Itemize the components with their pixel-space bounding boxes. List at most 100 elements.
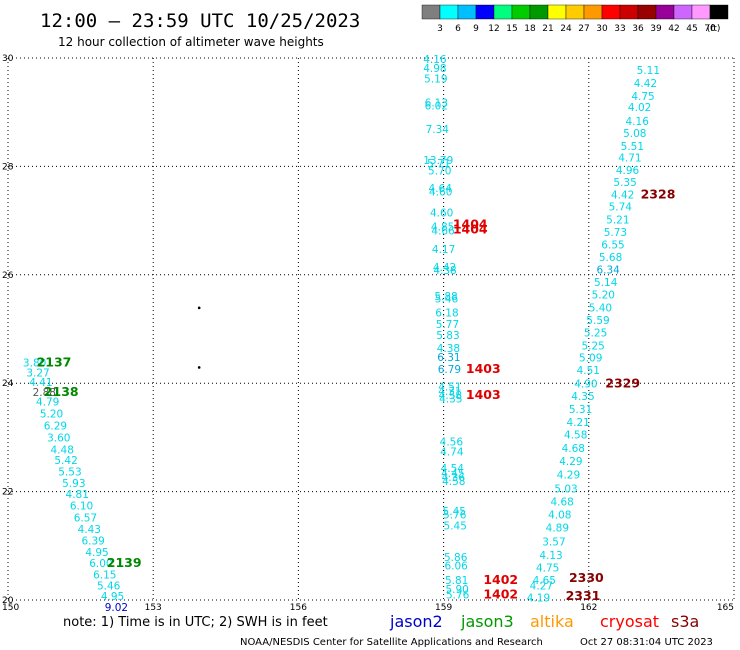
colorbar-swatch bbox=[637, 4, 657, 20]
pass-number-label: 1404 bbox=[453, 221, 488, 236]
swh-label: 4.29 bbox=[557, 469, 580, 481]
satellite-legend-cryosat: cryosat bbox=[600, 612, 659, 631]
colorbar-label: 36 bbox=[632, 24, 644, 34]
x-tick-label: 150 bbox=[2, 603, 19, 613]
colorbar-label: 6 bbox=[455, 24, 461, 34]
chart-marks: 4.164.985.196.136.027.3413.795.715.704.6… bbox=[23, 54, 675, 614]
swh-label: 4.19 bbox=[527, 592, 550, 604]
swh-label: 5.59 bbox=[586, 315, 609, 327]
y-tick-label: 20 bbox=[2, 596, 14, 606]
swh-label: 6.13 bbox=[425, 97, 448, 109]
swh-label: 5.31 bbox=[569, 404, 592, 416]
swh-label: 4.38 bbox=[433, 265, 456, 277]
swh-label: 5.83 bbox=[436, 330, 459, 342]
swh-label: 4.89 bbox=[546, 522, 569, 534]
swh-label: 5.25 bbox=[581, 340, 604, 352]
colorbar-label: 45 bbox=[686, 24, 697, 34]
x-tick-label: 156 bbox=[290, 603, 307, 613]
swh-label: 4.64 bbox=[429, 183, 453, 195]
x-tick-label: 159 bbox=[435, 603, 452, 613]
swh-label: 5.14 bbox=[594, 277, 618, 289]
swh-label: 6.55 bbox=[601, 239, 624, 251]
swh-label: 4.56 bbox=[440, 437, 464, 449]
swh-label: 4.71 bbox=[618, 153, 641, 165]
colorbar-swatch bbox=[493, 4, 513, 20]
colorbar-swatch bbox=[565, 4, 585, 20]
swh-label: 5.76 bbox=[443, 509, 467, 521]
swh-label: 5.11 bbox=[637, 65, 660, 77]
colorbar-label: 9 bbox=[473, 24, 479, 34]
pass-number-label: 2329 bbox=[605, 376, 640, 391]
swh-label: 5.40 bbox=[589, 302, 612, 314]
swh-label: 5.25 bbox=[584, 327, 607, 339]
colorbar-swatch bbox=[511, 4, 531, 20]
x-tick-label: 153 bbox=[145, 603, 162, 613]
swh-label: 6.29 bbox=[44, 420, 67, 432]
swh-label: 4.02 bbox=[628, 102, 651, 114]
swh-label: 4.74 bbox=[440, 446, 464, 458]
swh-label: 4.58 bbox=[439, 390, 462, 402]
colorbar-label: 21 bbox=[542, 24, 553, 34]
colorbar-swatch bbox=[601, 4, 621, 20]
swh-label: 4.31 bbox=[438, 386, 461, 398]
swh-label: 5.93 bbox=[62, 478, 85, 490]
pass-number-label: 2139 bbox=[107, 555, 142, 570]
colorbar-swatch bbox=[673, 4, 693, 20]
swh-label: 4.65 bbox=[533, 575, 556, 587]
swh-label: 4.38 bbox=[437, 343, 460, 355]
satellite-legend-altika: altika bbox=[530, 612, 574, 631]
swh-label: 4.66 bbox=[431, 225, 455, 237]
swh-label: 4.48 bbox=[51, 444, 74, 456]
swh-label: 5.90 bbox=[445, 584, 468, 596]
swh-label: 6.02 bbox=[425, 101, 448, 113]
swh-label: 2.88 bbox=[33, 387, 56, 399]
swh-label: 5.45 bbox=[444, 521, 467, 533]
swh-label: 4.13 bbox=[539, 550, 562, 562]
pass-number-label: 1403 bbox=[466, 361, 501, 376]
swh-label: 4.51 bbox=[577, 365, 600, 377]
swh-label: 5.45 bbox=[443, 506, 466, 518]
chart-subtitle: 12 hour collection of altimeter wave hei… bbox=[58, 35, 324, 49]
grid-lines bbox=[7, 57, 735, 601]
colorbar-legend: 3 6 9 12 15 18 21 24 27 30 33 36 39 42 45 70(ft) bbox=[421, 4, 729, 34]
colorbar-swatch bbox=[619, 4, 639, 20]
swh-label: 5.20 bbox=[592, 289, 615, 301]
pass-number-label: 1402 bbox=[483, 572, 518, 587]
swh-label: 13.79 bbox=[423, 155, 453, 167]
colorbar-label: 70 bbox=[704, 24, 716, 34]
swh-label: 5.46 bbox=[97, 580, 121, 592]
swh-label: 5.08 bbox=[623, 128, 646, 140]
colorbar-swatch bbox=[439, 4, 459, 20]
swh-label: 4.51 bbox=[438, 381, 461, 393]
swh-label: 4.98 bbox=[423, 63, 446, 75]
swh-label: 4.29 bbox=[559, 456, 582, 468]
colorbar-label: 12 bbox=[488, 24, 499, 34]
swh-label: 5.74 bbox=[609, 202, 633, 214]
swh-label: 4.60 bbox=[429, 186, 452, 198]
colorbar-swatch bbox=[529, 4, 549, 20]
swh-label: 7.34 bbox=[426, 124, 450, 136]
swh-label: 5.88 bbox=[434, 291, 457, 303]
swh-label: 3.60 bbox=[47, 432, 70, 444]
swh-label: 3.57 bbox=[542, 536, 565, 548]
swh-label: 4.36 bbox=[442, 472, 466, 484]
swh-label: 4.17 bbox=[432, 244, 455, 256]
swh-label: 5.73 bbox=[604, 227, 627, 239]
footer-credit: NOAA/NESDIS Center for Satellite Applica… bbox=[240, 637, 543, 648]
swh-label: 6.79 bbox=[438, 364, 461, 376]
colorbar-label: 33 bbox=[614, 24, 625, 34]
pass-number-label: 2331 bbox=[566, 588, 601, 603]
swh-label: 6.15 bbox=[93, 570, 116, 582]
colorbar-swatch bbox=[475, 4, 495, 20]
colorbar-label: 42 bbox=[668, 24, 679, 34]
swh-label: 3.27 bbox=[26, 367, 49, 379]
colorbar-swatch bbox=[547, 4, 567, 20]
pass-number-label: 2138 bbox=[44, 384, 79, 399]
swh-label: 6.57 bbox=[74, 513, 97, 525]
swh-label: 4.35 bbox=[571, 391, 594, 403]
footer-timestamp: Oct 27 08:31:04 UTC 2023 bbox=[580, 637, 713, 648]
y-tick-label: 30 bbox=[2, 54, 14, 64]
satellite-legend-s3a: s3a bbox=[671, 612, 699, 631]
satellite-legend-jason2: jason2 bbox=[389, 612, 443, 631]
